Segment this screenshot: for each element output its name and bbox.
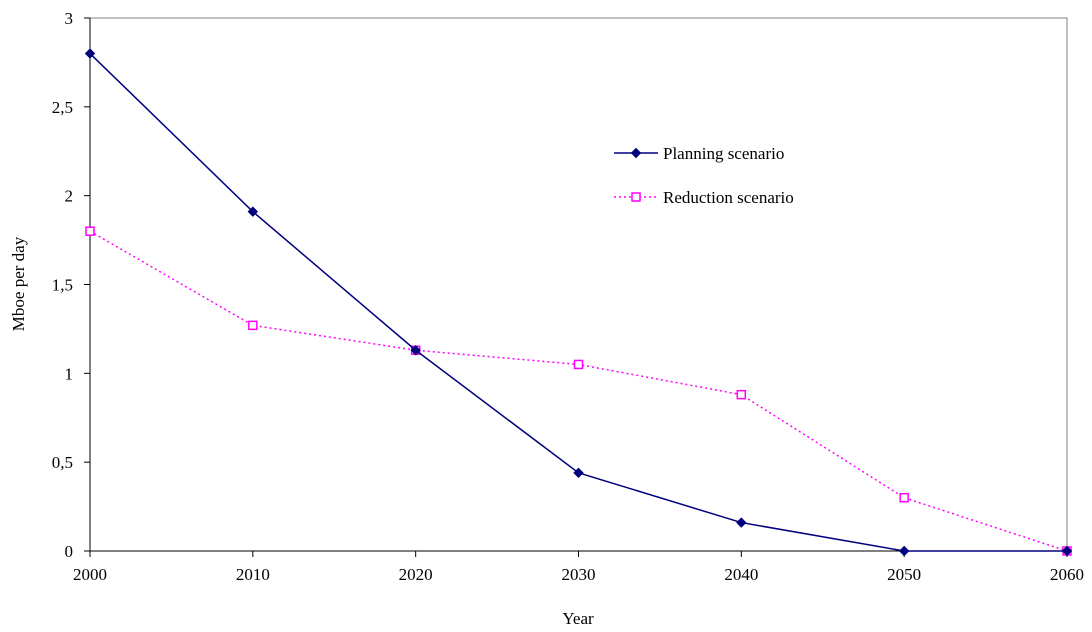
y-axis-ticks: 0 0,5 1 1,5 2 2,5 3 — [52, 9, 90, 561]
reduction-scenario-line — [89, 230, 1068, 552]
x-tick-label: 2050 — [887, 565, 921, 584]
x-tick-label: 2000 — [73, 565, 107, 584]
x-tick-label: 2030 — [562, 565, 596, 584]
x-axis-title: Year — [562, 609, 594, 628]
x-tick-label: 2010 — [236, 565, 270, 584]
x-tick-label: 2020 — [399, 565, 433, 584]
y-tick-label: 0,5 — [52, 453, 73, 472]
planning-scenario-point — [736, 517, 747, 528]
reduction-scenario-point — [736, 389, 747, 400]
y-tick-label: 2 — [65, 187, 74, 206]
y-axis-title: Mboe per day — [9, 236, 28, 331]
legend: Planning scenario Reduction scenario — [614, 144, 794, 207]
legend-reduction-scenario-label: Reduction scenario — [663, 188, 794, 207]
series-layer — [84, 48, 1073, 557]
reduction-scenario-point — [85, 226, 95, 236]
legend-planning-scenario-marker — [630, 147, 642, 159]
planning-scenario-point — [1061, 545, 1073, 557]
planning-scenario-point — [573, 467, 584, 479]
y-tick-label: 0 — [65, 542, 74, 561]
x-tick-label: 2040 — [724, 565, 758, 584]
y-tick-label: 2,5 — [52, 98, 73, 117]
reduction-scenario-point — [573, 359, 584, 370]
y-tick-label: 1,5 — [52, 276, 73, 295]
planning-scenario-point — [410, 345, 421, 356]
planning-scenario-point — [898, 545, 910, 557]
y-tick-label: 1 — [65, 364, 74, 383]
legend-reduction-scenario-marker — [631, 192, 641, 202]
legend-planning-scenario-label: Planning scenario — [663, 144, 784, 163]
planning-scenario-point — [247, 206, 259, 217]
planning-scenario-point — [84, 48, 96, 59]
x-axis-ticks: 2000 2010 2020 2030 2040 2050 2060 — [73, 551, 1084, 584]
reduction-scenario-point — [248, 320, 258, 331]
y-tick-label: 3 — [65, 9, 74, 28]
reduction-scenario-point — [899, 492, 909, 503]
x-tick-label: 2060 — [1050, 565, 1084, 584]
